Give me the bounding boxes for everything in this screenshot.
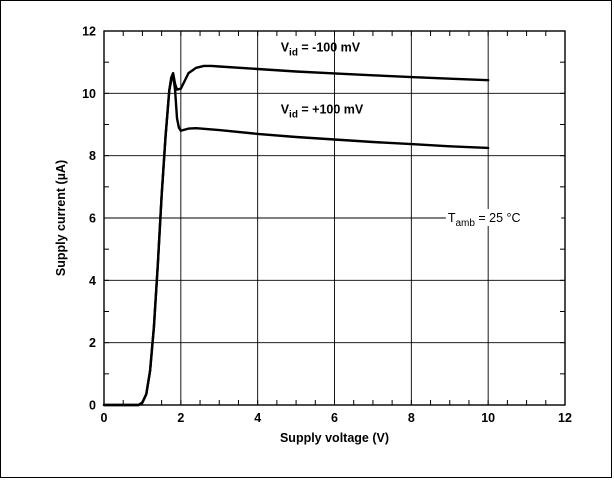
tick-labels: 0 2 4 6 8 10 12 0 2 4 6 8 10 12 (82, 25, 572, 426)
y-tick-label: 2 (89, 336, 96, 350)
annotation-background (445, 209, 562, 226)
x-axis-title: Supply voltage (V) (280, 431, 389, 445)
x-tick-label: 6 (331, 411, 338, 425)
y-axis-title: Supply current (µA) (54, 160, 68, 276)
grid-lines (104, 31, 565, 405)
x-tick-label: 4 (254, 411, 261, 425)
x-tick-label: 10 (481, 411, 495, 425)
x-tick-label: 12 (558, 411, 572, 425)
y-tick-label: 4 (89, 274, 96, 288)
y-tick-label: 0 (89, 399, 96, 413)
series-label-1: Vid = -100 mV (281, 40, 361, 58)
y-tick-label: 8 (89, 149, 96, 163)
y-tick-label: 10 (82, 87, 96, 101)
series-label-2: Vid = +100 mV (281, 103, 364, 121)
x-tick-label: 2 (177, 411, 184, 425)
series-line-2 (102, 73, 490, 407)
plot-area-border (103, 30, 566, 406)
series-labels: Vid = -100 mV Vid = +100 mV Tamb = 25 °C (281, 40, 562, 229)
temperature-annotation: Tamb = 25 °C (448, 211, 521, 229)
data-series (102, 64, 490, 407)
y-tick-label: 6 (89, 212, 96, 226)
y-tick-label: 12 (82, 25, 96, 39)
x-tick-label: 8 (408, 411, 415, 425)
x-tick-label: 0 (101, 411, 108, 425)
